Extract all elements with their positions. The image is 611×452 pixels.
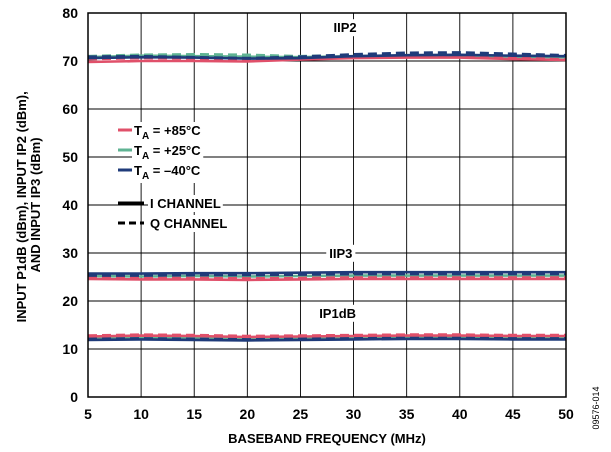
label-background	[326, 244, 356, 262]
legend-label-background	[132, 142, 204, 163]
y-tick-labels: 0 10 20 30 40 50 60 70 80	[62, 5, 78, 405]
y-tick-label: 60	[62, 101, 78, 117]
legend-label-background	[132, 162, 203, 183]
legend-label: I CHANNEL	[150, 196, 221, 211]
y-tick-label: 40	[62, 197, 78, 213]
legend-label-background	[148, 215, 230, 232]
x-tick-label: 30	[346, 406, 362, 422]
series-group-label: IP1dB	[319, 306, 356, 321]
x-tick-label: 35	[399, 406, 415, 422]
series-line-iip3-i	[87, 277, 566, 282]
y-axis-title-line-1: INPUT P1dB (dBm), INPUT IP2 (dBm),	[14, 91, 29, 322]
legend-label-background	[148, 195, 223, 212]
x-tick-label: 40	[452, 406, 468, 422]
legend-label: TA = +25°C	[134, 143, 201, 162]
x-axis-title: BASEBAND FREQUENCY (MHz)	[228, 431, 426, 446]
series-line-ip1db-q	[87, 333, 566, 338]
series-line-ip1db-q	[87, 336, 566, 341]
series-line-iip3-q	[87, 276, 566, 280]
y-tick-label: 30	[62, 245, 78, 261]
y-tick-label: 0	[70, 389, 78, 405]
series-line-iip3-q	[88, 272, 566, 277]
x-tick-label: 50	[558, 406, 574, 422]
plot-frame	[87, 12, 567, 398]
y-axis-title: INPUT P1dB (dBm), INPUT IP2 (dBm), AND I…	[14, 88, 43, 323]
x-tick-label: 20	[240, 406, 256, 422]
y-tick-label: 10	[62, 341, 78, 357]
label-background	[316, 304, 360, 322]
y-tick-label: 20	[62, 293, 78, 309]
x-tick-label: 45	[505, 406, 521, 422]
series-line-iip2-q	[87, 51, 567, 60]
x-tick-label: 10	[133, 406, 149, 422]
label-background	[330, 19, 360, 37]
legend-label-background	[132, 122, 204, 143]
x-tick-label: 15	[186, 406, 202, 422]
group-labels: IIP2 IIP3 IP1dB	[316, 19, 360, 322]
x-tick-label: 25	[293, 406, 309, 422]
series-line-iip2-i	[87, 53, 567, 60]
legend-label: Q CHANNEL	[150, 216, 227, 231]
series-group-label: IIP2	[333, 20, 356, 35]
legend: TA = +85°CTA = +25°CTA = –40°C I CHANNEL Q…	[118, 122, 230, 232]
legend-label: TA = +85°C	[134, 123, 201, 142]
figure-id: 09576-014	[591, 386, 601, 429]
x-tick-label: 5	[84, 406, 92, 422]
series-line-iip3-i	[88, 270, 566, 275]
y-tick-label: 70	[62, 53, 78, 69]
legend-label: TA = –40°C	[134, 163, 201, 182]
x-tick-labels: 5 10 15 20 25 30 35 40 45 50	[84, 406, 574, 422]
y-tick-label: 80	[62, 5, 78, 21]
y-tick-label: 50	[62, 149, 78, 165]
series-lines	[87, 51, 567, 342]
y-axis-title-line-2: AND INPUT IP3 (dBm)	[28, 137, 43, 272]
series-group-label: IIP3	[329, 246, 352, 261]
